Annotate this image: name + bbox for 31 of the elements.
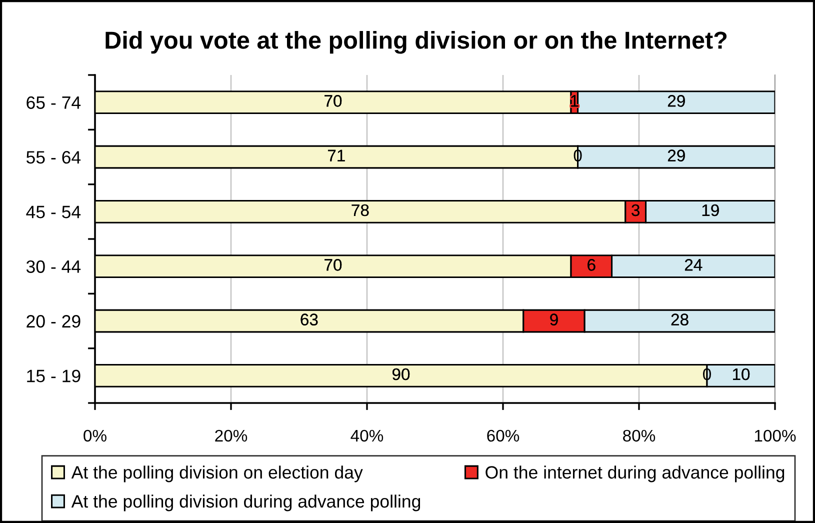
x-tick-label: 20% [215,430,248,442]
data-label: 6 [588,259,596,271]
legend-label: At the polling division during advance polling [71,494,420,512]
y-tick-label: 20 - 29 [26,315,80,328]
data-label: 3 [632,204,640,216]
y-tick-label: 55 - 64 [26,151,81,164]
x-tick-label: 40% [350,430,384,442]
data-label: 78 [352,204,369,216]
data-label: 63 [300,314,318,326]
x-tick-label: 0% [84,430,106,442]
y-tick-label: 45 - 54 [26,206,81,218]
data-label: 90 [392,368,410,380]
data-label: 9 [550,314,558,326]
y-tick-label: 65 - 74 [26,96,81,109]
legend-label: On the internet during advance polling [486,466,784,482]
data-label: 19 [702,204,719,216]
data-label: 70 [324,95,342,107]
y-tick-label: 30 - 44 [26,260,81,273]
data-label: 28 [671,314,688,326]
data-label: 29 [668,95,685,107]
data-label: 70 [324,259,342,271]
data-label: 29 [668,150,685,162]
x-tick-label: 60% [487,430,520,442]
legend-label: At the polling division on election day [71,466,363,482]
x-tick-label: 80% [623,430,656,442]
data-label: 24 [684,259,702,271]
data-label: 10 [733,368,750,380]
x-tick-label: 100% [754,430,796,442]
chart-title: Did you vote at the polling division or on the Internet? [106,30,727,54]
data-label: 71 [328,150,345,162]
y-tick-label: 15 - 19 [27,370,80,382]
